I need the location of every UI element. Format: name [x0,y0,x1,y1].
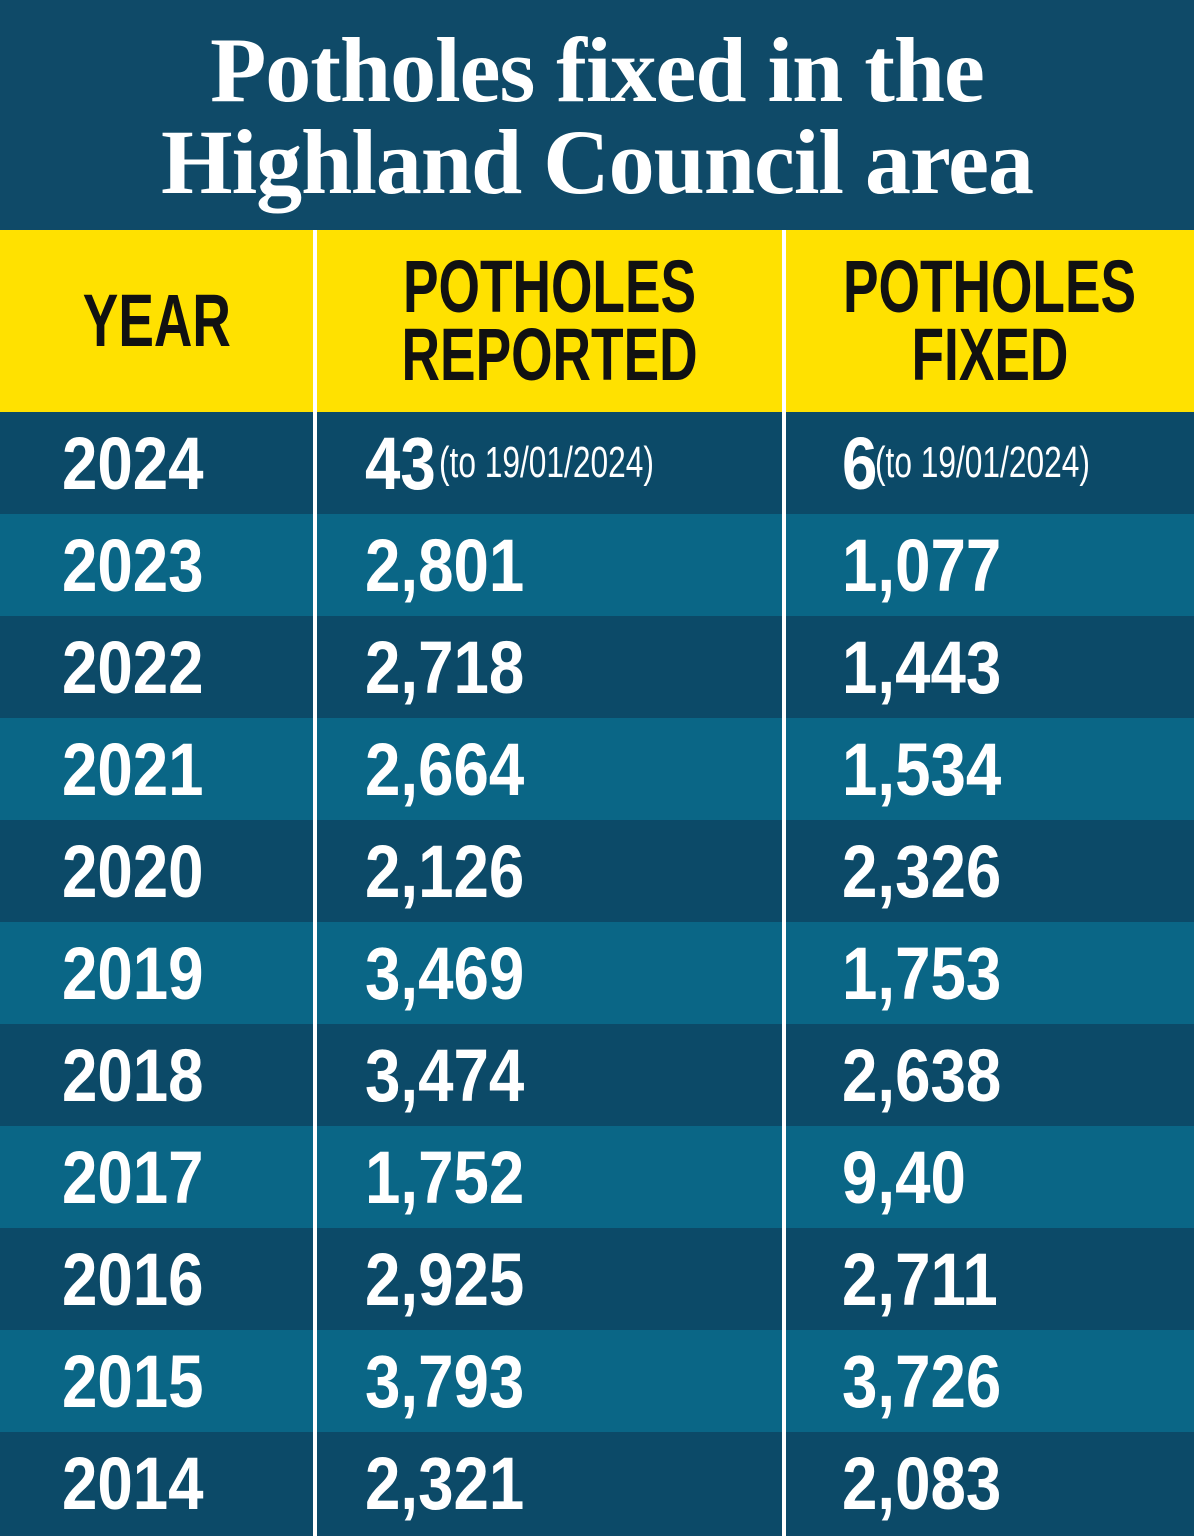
fixed-value: 3,726 [842,1339,1002,1423]
table-cell: 2,321 [365,1432,550,1534]
table-row: 2019 3,469 1,753 [0,922,1194,1024]
note: (to 19/01/2024) [875,438,1091,487]
table-cell: 1,534 [842,718,1027,820]
table-cell: 2014 [62,1432,227,1534]
reported-value: 2,801 [365,523,525,607]
reported-value: 3,469 [365,931,525,1015]
table-cell: 2017 [62,1126,227,1228]
year-value: 2022 [62,625,204,709]
table-cell: 3,469 [365,922,550,1024]
fixed-value: 2,326 [842,829,1002,913]
table-row: 2015 3,793 3,726 [0,1330,1194,1432]
table-cell: 3,726 [842,1330,1027,1432]
header-text: FIXED [911,313,1069,396]
header-text: REPORTED [401,313,698,396]
table-cell: 2,083 [842,1432,1027,1534]
table-cell: 2015 [62,1330,227,1432]
table-cell: 2022 [62,616,227,718]
reported-value: 3,474 [365,1033,525,1117]
title: Potholes fixed in the Highland Council ar… [0,0,1194,230]
table-cell: 1,443 [842,616,1027,718]
table-cell: 3,793 [365,1330,550,1432]
table-row: 2020 2,126 2,326 [0,820,1194,922]
table-cell: 2,664 [365,718,550,820]
fixed-value: 9,40 [842,1135,966,1219]
table-cell: 2,711 [842,1228,1023,1330]
year-value: 2021 [62,727,204,811]
table-cell: 2,801 [365,514,550,616]
table-cell: 6 (to 19/01/2024) [842,412,1174,514]
reported-value: 43 [365,421,436,505]
header-text: YEAR [82,279,231,362]
fixed-value: 1,077 [842,523,1002,607]
year-value: 2023 [62,523,204,607]
table-row: 2017 1,752 9,40 [0,1126,1194,1228]
table-cell: 9,40 [842,1126,986,1228]
year-value: 2014 [62,1441,204,1525]
fixed-value: 2,638 [842,1033,1002,1117]
reported-value: 2,126 [365,829,525,913]
fixed-value: 1,443 [842,625,1002,709]
table-cell: 2023 [62,514,227,616]
fixed-value: 1,753 [842,931,1002,1015]
reported-value: 1,752 [365,1135,525,1219]
table-cell: 1,753 [842,922,1027,1024]
year-value: 2015 [62,1339,204,1423]
title-line: Potholes fixed in the [210,19,985,121]
table-header: YEAR POTHOLES REPORTED POTHOLES FIXED [0,230,1194,412]
table-cell: 2,718 [365,616,550,718]
fixed-value: 1,534 [842,727,1002,811]
table-row: 2016 2,925 2,711 [0,1228,1194,1330]
table-cell: 1,752 [365,1126,550,1228]
fixed-value: 2,083 [842,1441,1002,1525]
reported-value: 2,925 [365,1237,525,1321]
column-divider [782,230,786,1536]
year-value: 2020 [62,829,204,913]
header-cell: YEAR [0,230,313,412]
table-cell: 2,925 [365,1228,550,1330]
note: (to 19/01/2024) [439,438,655,487]
table-cell: 2,126 [365,820,550,922]
year-value: 2016 [62,1237,204,1321]
header-cell: POTHOLES REPORTED [317,230,782,412]
reported-value: 3,793 [365,1339,525,1423]
table-cell: 43 (to 19/01/2024) [365,412,738,514]
table-row: 2021 2,664 1,534 [0,718,1194,820]
fixed-value: 6 [842,421,878,505]
header-text: POTHOLES [402,245,697,328]
table-row: 2024 43 (to 19/01/2024) 6 (to 19/01/2024) [0,412,1194,514]
table-cell: 2016 [62,1228,227,1330]
table-cell: 2,638 [842,1024,1027,1126]
header-text: POTHOLES [843,245,1137,328]
table-row: 2022 2,718 1,443 [0,616,1194,718]
table-cell: 2,326 [842,820,1027,922]
table-row: 2018 3,474 2,638 [0,1024,1194,1126]
table-cell: 2018 [62,1024,227,1126]
header-cell: POTHOLES FIXED [786,230,1194,412]
reported-value: 2,321 [365,1441,525,1525]
title-line: Highland Council area [161,111,1034,213]
year-value: 2018 [62,1033,204,1117]
table-cell: 2024 [62,412,227,514]
year-value: 2017 [62,1135,204,1219]
reported-value: 2,718 [365,625,525,709]
reported-value: 2,664 [365,727,525,811]
table-row: 2014 2,321 2,083 [0,1432,1194,1534]
table-cell: 2020 [62,820,227,922]
table-cell: 1,077 [842,514,1027,616]
table-cell: 2021 [62,718,227,820]
year-value: 2019 [62,931,204,1015]
table-row: 2023 2,801 1,077 [0,514,1194,616]
table-cell: 2019 [62,922,227,1024]
table-cell: 3,474 [365,1024,550,1126]
fixed-value: 2,711 [842,1237,998,1321]
column-divider [313,230,317,1536]
year-value: 2024 [62,421,204,505]
